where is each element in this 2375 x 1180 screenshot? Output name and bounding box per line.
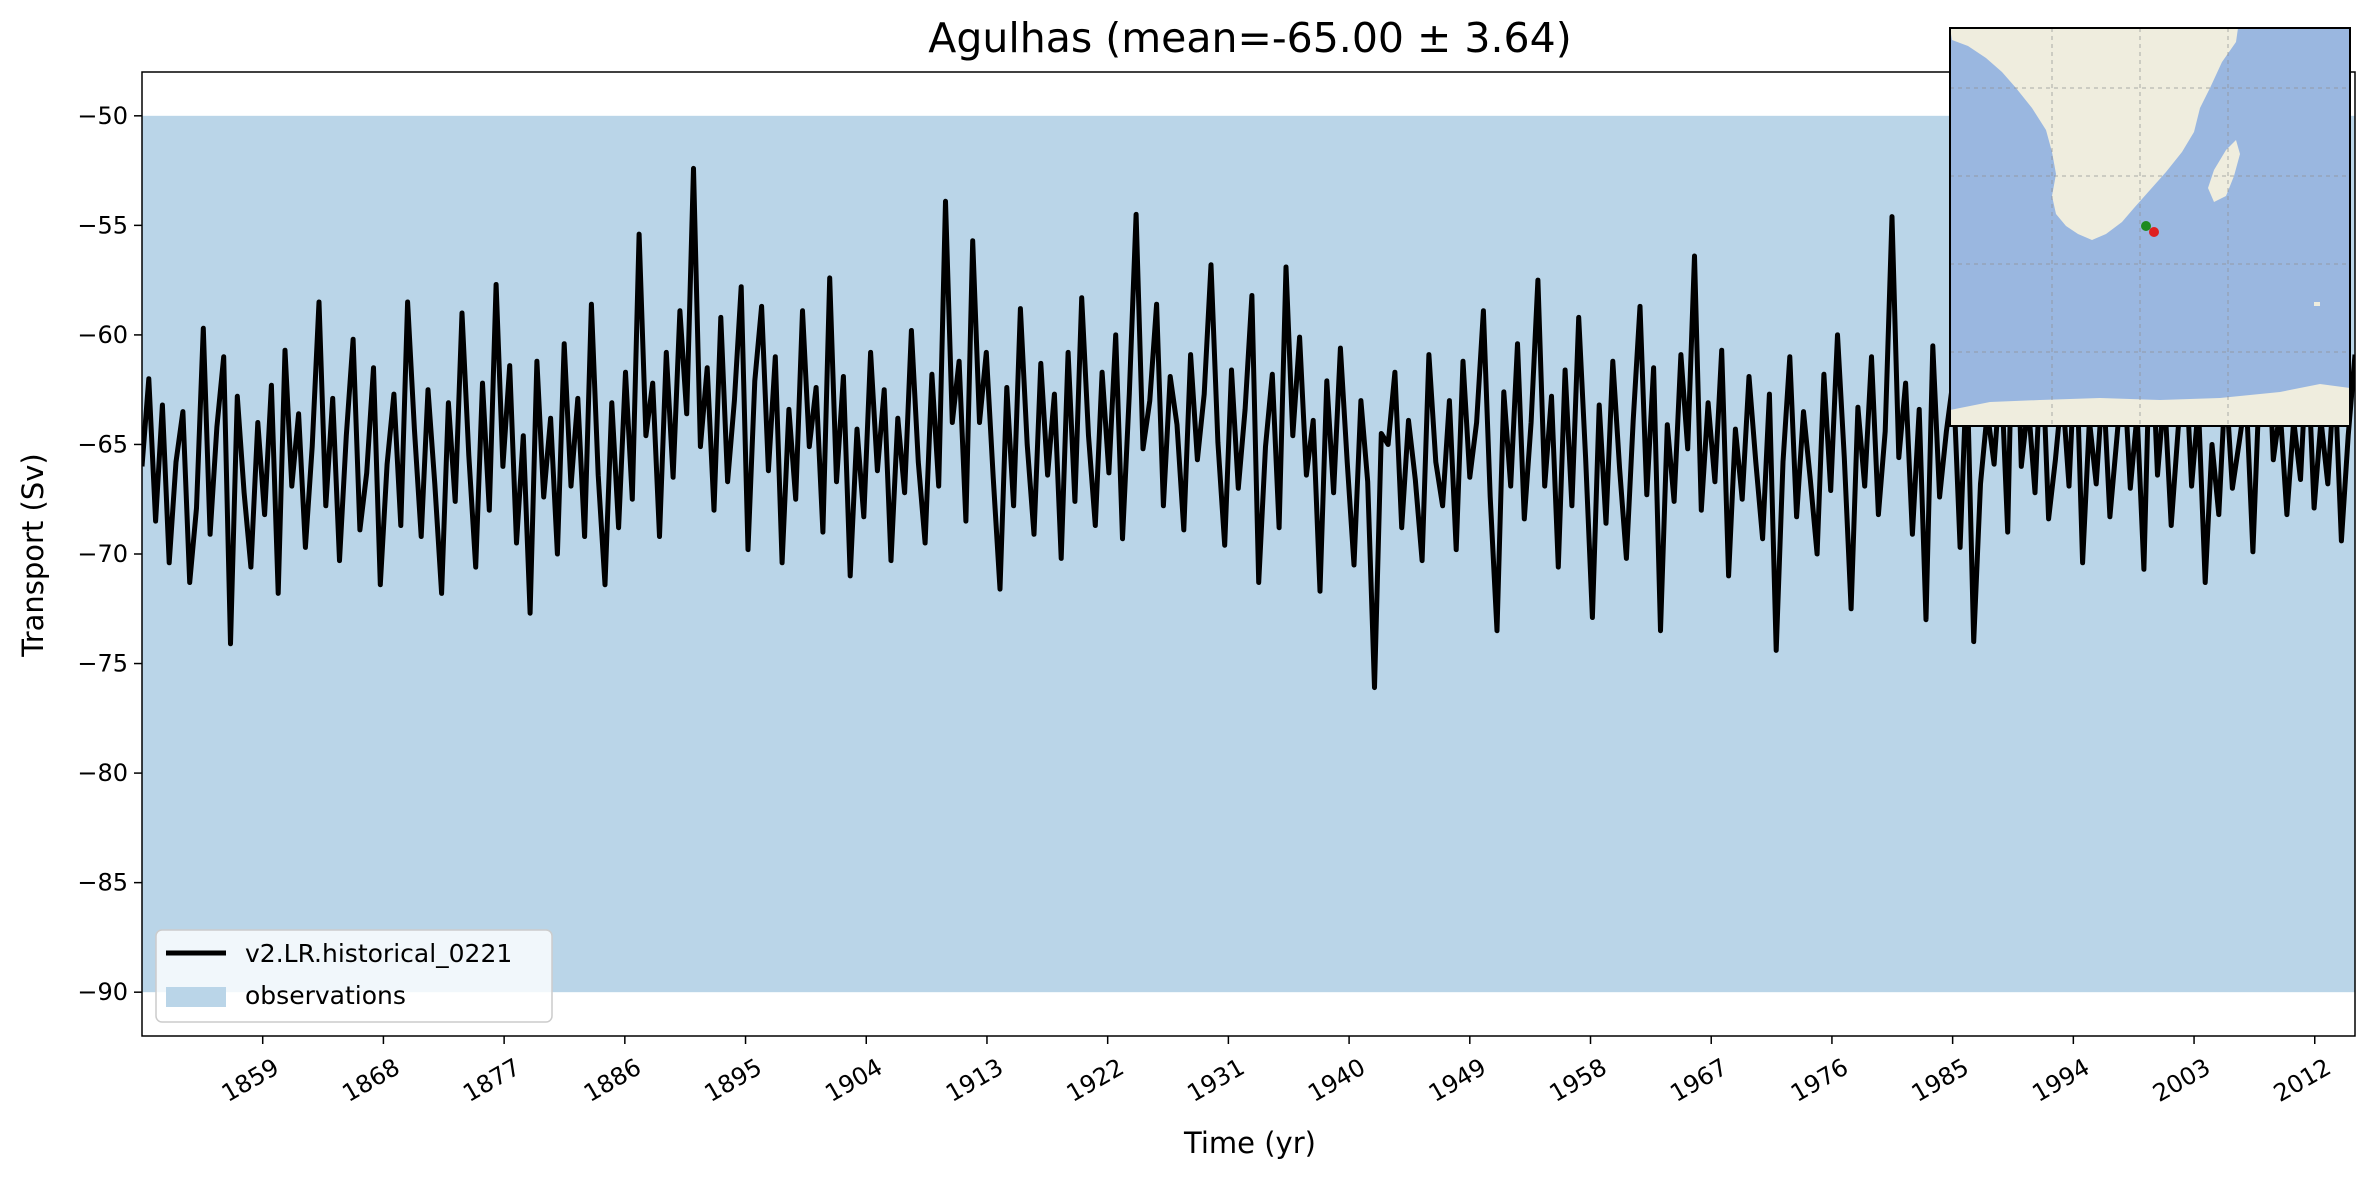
- y-tick-label: −65: [77, 430, 128, 458]
- x-axis: 1859 1868 1877 1886 1895 1904 1913 1922 1931 1940…: [217, 1036, 2336, 1108]
- legend-label-observations: observations: [245, 981, 406, 1010]
- y-tick-label: −60: [77, 321, 128, 349]
- x-tick-label: 1886: [579, 1053, 646, 1108]
- map-land-island: [2314, 302, 2320, 306]
- x-tick-label: 1904: [820, 1053, 887, 1108]
- legend-band-swatch: [166, 987, 226, 1007]
- x-tick-label: 1976: [1786, 1053, 1853, 1108]
- x-tick-label: 1949: [1424, 1053, 1491, 1108]
- map-land-madagascar: [2208, 140, 2240, 202]
- map-marker-start: [2141, 221, 2151, 231]
- x-tick-label: 1940: [1303, 1053, 1370, 1108]
- x-tick-label: 1958: [1545, 1053, 1612, 1108]
- y-tick-label: −80: [77, 759, 128, 787]
- x-tick-label: 1922: [1062, 1053, 1129, 1108]
- x-tick-label: 1895: [700, 1053, 767, 1108]
- y-axis: −50 −55 −60 −65 −70 −75 −80 −85 −90: [77, 102, 142, 1006]
- legend: v2.LR.historical_0221 observations: [155, 929, 553, 1023]
- x-axis-label: Time (yr): [1183, 1126, 1316, 1160]
- x-tick-label: 1859: [217, 1053, 284, 1108]
- x-tick-label: 1877: [458, 1053, 525, 1108]
- map-land-antarctica: [1950, 384, 2350, 426]
- legend-box: [155, 929, 553, 1023]
- map-inset: [1949, 27, 2351, 427]
- x-tick-label: 2003: [2148, 1053, 2215, 1108]
- x-tick-label: 1868: [338, 1053, 405, 1108]
- x-tick-label: 2012: [2269, 1053, 2336, 1108]
- y-axis-label: Transport (Sv): [16, 453, 50, 658]
- x-tick-label: 1967: [1665, 1053, 1732, 1108]
- y-tick-label: −85: [77, 869, 128, 897]
- y-tick-label: −90: [77, 978, 128, 1006]
- x-tick-label: 1985: [1907, 1053, 1974, 1108]
- legend-label-series: v2.LR.historical_0221: [245, 939, 512, 968]
- map-marker-end: [2149, 227, 2159, 237]
- y-tick-label: −70: [77, 540, 128, 568]
- y-tick-label: −55: [77, 211, 128, 239]
- x-tick-label: 1994: [2027, 1053, 2094, 1108]
- map-land-africa: [1950, 28, 2238, 240]
- map-frame: [1949, 27, 2351, 427]
- chart-title: Agulhas (mean=-65.00 ± 3.64): [928, 14, 1571, 62]
- y-tick-label: −75: [77, 650, 128, 678]
- y-tick-label: −50: [77, 102, 128, 130]
- x-tick-label: 1931: [1182, 1053, 1249, 1108]
- x-tick-label: 1913: [941, 1053, 1008, 1108]
